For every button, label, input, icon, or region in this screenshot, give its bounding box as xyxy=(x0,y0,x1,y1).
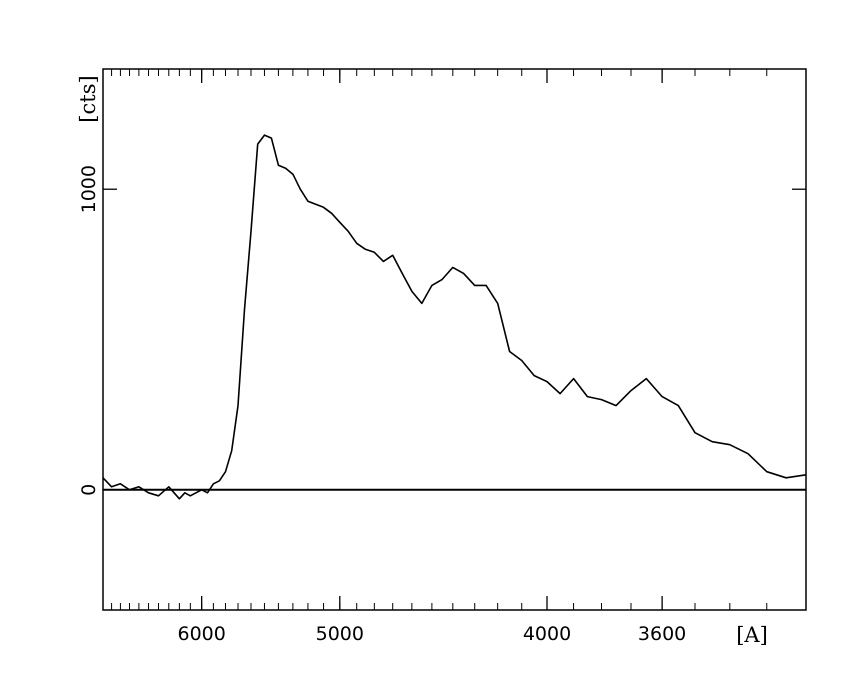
plot-frame xyxy=(102,68,807,611)
y-tick-label: 0 xyxy=(78,484,100,496)
x-tick-label: 6000 xyxy=(177,623,225,645)
x-tick-label: 5000 xyxy=(316,623,364,645)
x-tick-label: 3600 xyxy=(638,623,686,645)
x-tick-label: 4000 xyxy=(523,623,571,645)
y-tick-label: 1000 xyxy=(78,165,100,213)
y-tick-labels: 0 1000 xyxy=(78,165,100,496)
spectrum-line xyxy=(102,134,807,500)
x-axis-label: [A] xyxy=(736,623,768,647)
y-axis-label: [cts] xyxy=(76,75,100,122)
x-tick-labels: 6000 5000 4000 3600 xyxy=(177,623,686,645)
tick-marks xyxy=(102,69,807,610)
